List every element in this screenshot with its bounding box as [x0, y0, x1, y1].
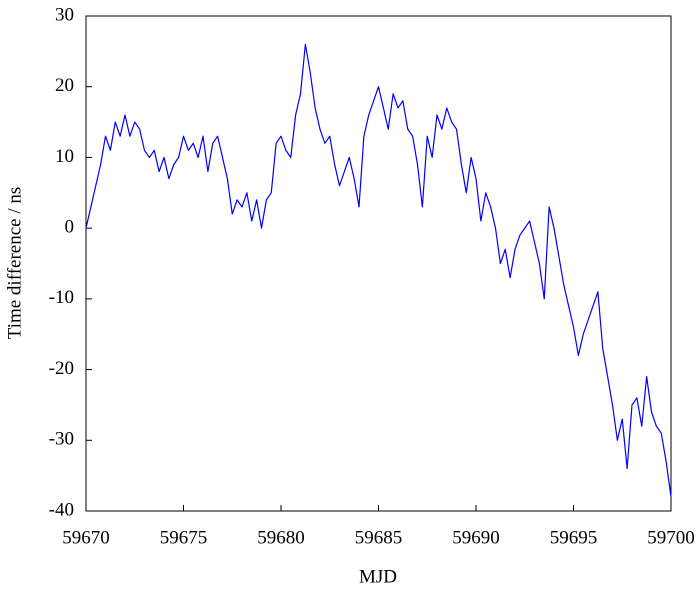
y-tick-label: 30: [55, 4, 74, 25]
y-tick-label: -30: [49, 429, 74, 450]
y-tick-label: -20: [49, 358, 74, 379]
data-line: [85, 43, 672, 497]
y-tick-label: -10: [49, 287, 74, 308]
x-tick-label: 59680: [257, 527, 305, 548]
y-tick-label: -40: [49, 499, 74, 520]
x-tick-label: 59700: [647, 527, 695, 548]
y-axis-label: Time difference / ns: [4, 187, 25, 340]
x-axis-label: MJD: [359, 566, 397, 587]
x-tick-label: 59690: [452, 527, 500, 548]
y-tick-label: 20: [55, 75, 74, 96]
y-tick-label: 0: [65, 217, 75, 238]
x-tick-label: 59685: [355, 527, 403, 548]
plot-frame: [85, 15, 672, 512]
y-tick-label: 10: [55, 146, 74, 167]
x-tick-label: 59670: [62, 527, 110, 548]
x-tick-label: 59695: [550, 527, 598, 548]
x-tick-label: 59675: [160, 527, 208, 548]
